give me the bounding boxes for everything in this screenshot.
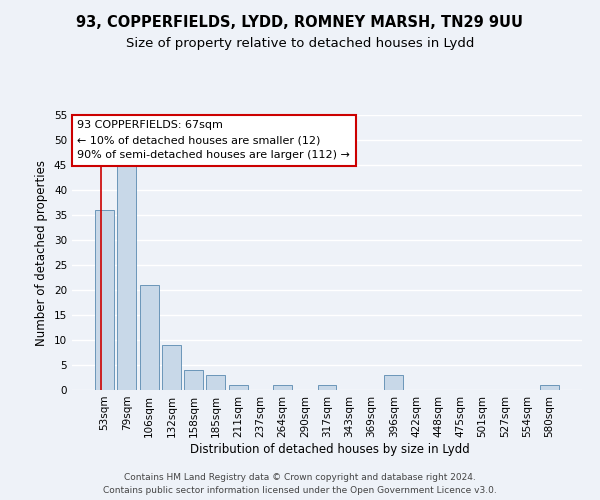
Bar: [118, 165, 136, 390]
Bar: [140, 285, 158, 390]
Text: Distribution of detached houses by size in Lydd: Distribution of detached houses by size …: [190, 442, 470, 456]
Bar: [540, 385, 559, 390]
Bar: [317, 385, 337, 390]
Bar: [162, 345, 181, 390]
Bar: [184, 370, 203, 390]
Text: 93 COPPERFIELDS: 67sqm
← 10% of detached houses are smaller (12)
90% of semi-det: 93 COPPERFIELDS: 67sqm ← 10% of detached…: [77, 120, 350, 160]
Text: Contains HM Land Registry data © Crown copyright and database right 2024.
Contai: Contains HM Land Registry data © Crown c…: [103, 474, 497, 495]
Bar: [95, 210, 114, 390]
Bar: [384, 375, 403, 390]
Bar: [273, 385, 292, 390]
Bar: [206, 375, 225, 390]
Bar: [229, 385, 248, 390]
Y-axis label: Number of detached properties: Number of detached properties: [35, 160, 49, 346]
Text: Size of property relative to detached houses in Lydd: Size of property relative to detached ho…: [126, 38, 474, 51]
Text: 93, COPPERFIELDS, LYDD, ROMNEY MARSH, TN29 9UU: 93, COPPERFIELDS, LYDD, ROMNEY MARSH, TN…: [77, 15, 523, 30]
